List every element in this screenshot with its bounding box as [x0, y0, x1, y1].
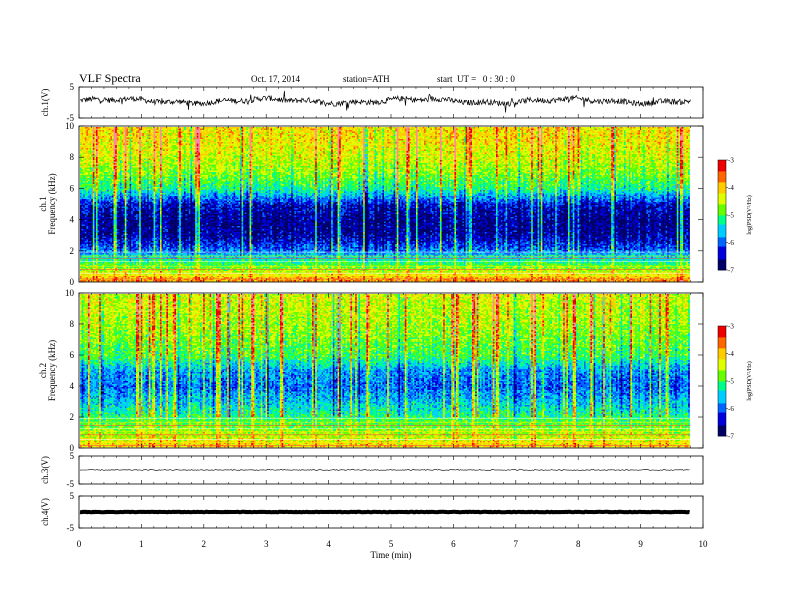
y-axis-label: ch.1(V) — [40, 89, 50, 117]
ch1-waveform-panel: 5-5ch.1(V) — [40, 82, 703, 123]
y-tick-label: 5 — [70, 82, 75, 92]
vlf-figure: 5-5ch.1(V) 1086420ch.1 Frequency (kHz) 10… — [0, 0, 792, 612]
ch1-trace — [80, 91, 690, 113]
